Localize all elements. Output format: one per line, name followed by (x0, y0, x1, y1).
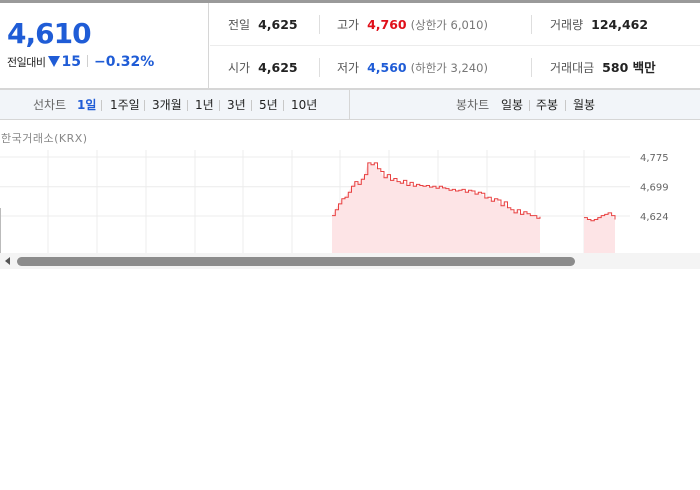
stat-value: 4,625 (258, 17, 298, 32)
change-label: 전일대비 (7, 56, 46, 69)
stat-value: 580 백만 (602, 60, 656, 75)
price-area-fill (332, 162, 540, 258)
tab-divider (101, 100, 102, 111)
tab-divider (144, 100, 145, 111)
price-summary: 4,610 전일대비 15 −0.32% 전일 4,625 고가 4,760 (상한가 6… (0, 3, 700, 89)
price-line (584, 212, 616, 222)
current-price: 4,610 (7, 17, 92, 50)
stat-label: 거래량 (550, 18, 584, 32)
tab-candle-monthly[interactable]: 월봉 (573, 98, 596, 112)
change-amount: 15 (61, 54, 81, 70)
tab-divider (187, 100, 188, 111)
stat-divider (319, 58, 320, 77)
price-chart: 4,775 4,699 4,624 (0, 150, 669, 258)
stat-label: 저가 (337, 61, 360, 75)
stat-label: 시가 (228, 61, 251, 75)
scrollbar-thumb[interactable] (17, 257, 575, 266)
stat-sub: (하한가 3,240) (410, 61, 488, 75)
stat-sub: (상한가 6,010) (410, 18, 488, 32)
stat-value: 124,462 (591, 17, 649, 32)
price-area-fill (584, 212, 615, 258)
stat-divider (319, 15, 320, 34)
stat-prev-close: 전일 4,625 (228, 3, 298, 46)
stat-divider (531, 58, 532, 77)
current-price-box: 4,610 전일대비 15 −0.32% (0, 3, 209, 89)
tab-candle-daily[interactable]: 일봉 (501, 98, 524, 112)
tab-range-1d[interactable]: 1일 (77, 98, 97, 112)
stat-value: 4,760 (367, 17, 407, 32)
chart-scrollbar[interactable] (0, 253, 700, 269)
tab-divider (251, 100, 252, 111)
line-chart-label: 선차트 (33, 98, 67, 112)
tab-range-1w[interactable]: 1주일 (110, 98, 140, 112)
tab-range-5y[interactable]: 5년 (259, 98, 278, 112)
tab-candle-weekly[interactable]: 주봉 (536, 98, 559, 112)
stat-low: 저가 4,560 (하한가 3,240) (337, 46, 488, 89)
top-rule (0, 0, 700, 3)
stat-divider (531, 15, 532, 34)
tab-range-3y[interactable]: 3년 (227, 98, 246, 112)
line-chart-range-group: 선차트 1일 1주일 3개월 1년 3년 5년 10년 (0, 90, 350, 120)
stat-open: 시가 4,625 (228, 46, 298, 89)
change-percent: −0.32% (93, 54, 155, 70)
change-divider (86, 55, 88, 67)
scroll-left-arrow-icon[interactable] (5, 257, 10, 265)
stat-label: 전일 (228, 18, 251, 32)
stat-label: 고가 (337, 18, 360, 32)
tab-divider (219, 100, 220, 111)
tab-divider (565, 100, 566, 111)
stat-trade-value: 거래대금 580 백만 (550, 46, 656, 89)
stat-high: 고가 4,760 (상한가 6,010) (337, 3, 488, 46)
stats-row-1: 전일 4,625 고가 4,760 (상한가 6,010) 거래량 124,462 (210, 3, 700, 46)
stat-volume: 거래량 124,462 (550, 3, 648, 46)
tab-range-1y[interactable]: 1년 (195, 98, 214, 112)
y-tick-label: 4,699 (640, 183, 669, 194)
tab-range-3m[interactable]: 3개월 (152, 98, 182, 112)
y-tick-label: 4,624 (640, 212, 669, 223)
candle-chart-label: 봉차트 (456, 98, 490, 112)
exchange-label: 한국거래소(KRX) (1, 132, 88, 145)
tab-divider (529, 100, 530, 111)
stat-label: 거래대금 (550, 61, 595, 75)
tab-divider (283, 100, 284, 111)
price-line (332, 162, 541, 219)
down-triangle-icon (48, 56, 61, 67)
stats-row-2: 시가 4,625 저가 4,560 (하한가 3,240) 거래대금 580 백만 (210, 46, 700, 89)
y-tick-label: 4,775 (640, 153, 669, 164)
price-stats: 전일 4,625 고가 4,760 (상한가 6,010) 거래량 124,462 시가… (210, 3, 700, 89)
chart-range-bar: 선차트 1일 1주일 3개월 1년 3년 5년 10년 봉차트 일봉 주봉 월봉 (0, 89, 700, 120)
stat-value: 4,625 (258, 60, 298, 75)
tab-range-10y[interactable]: 10년 (291, 98, 318, 112)
stat-value: 4,560 (367, 60, 407, 75)
change-row: 전일대비 15 −0.32% (7, 54, 154, 70)
